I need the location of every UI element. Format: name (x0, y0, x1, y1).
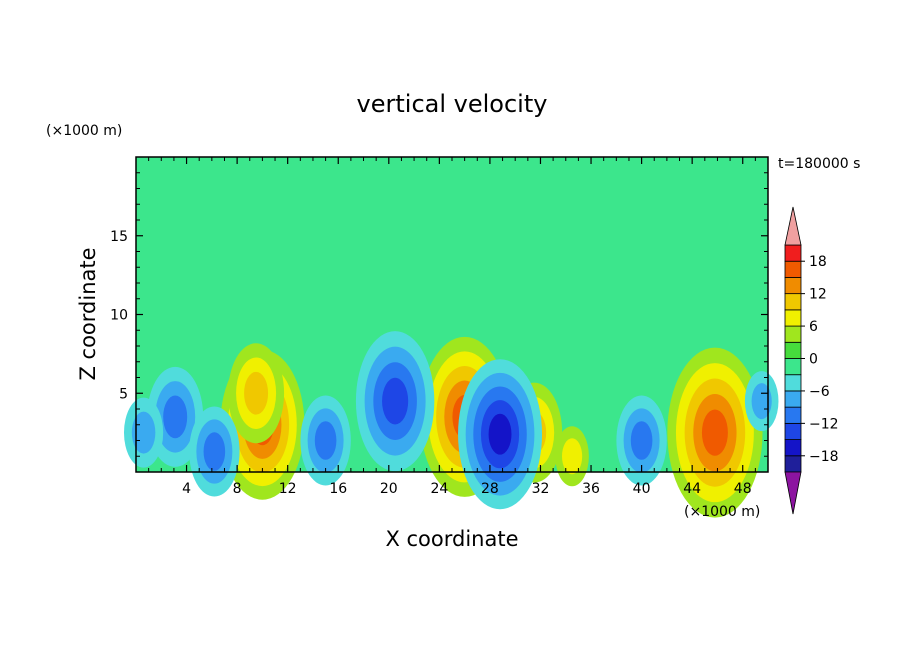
x-tick-label: 24 (430, 481, 448, 497)
colorbar-label: −12 (809, 416, 839, 432)
colorbar-swatch (784, 341, 802, 359)
contour-band (131, 411, 156, 454)
x-tick-label: 28 (481, 481, 499, 497)
colorbar-swatch (784, 390, 802, 408)
downdraft-cell-11 (189, 406, 240, 497)
time-label: t=180000 s (778, 156, 860, 172)
x-tick-label: 8 (233, 481, 242, 497)
colorbar-swatch (784, 244, 802, 262)
y-unit-label: (×1000 m) (46, 123, 122, 139)
colorbar-swatch (784, 277, 802, 295)
contour-band (562, 438, 583, 475)
contour-band (751, 383, 772, 420)
colorbar-label: 0 (809, 352, 818, 368)
downdraft-cell-6 (355, 331, 435, 472)
colorbar-swatch (784, 260, 802, 278)
velocity-field (123, 331, 779, 518)
contour-band (488, 413, 512, 455)
updraft-cell-5 (555, 426, 589, 487)
colorbar-swatch (784, 374, 802, 392)
colorbar-swatch (784, 439, 802, 457)
colorbar: −18 −12 −6 0 6 12 18 (784, 206, 839, 515)
colorbar-label: 6 (809, 319, 818, 335)
colorbar-over-arrow (784, 206, 802, 246)
y-axis-label: Z coordinate (76, 247, 100, 380)
y-axis-ticks: 5 10 15 (110, 172, 768, 457)
x-tick-label: 44 (683, 481, 701, 497)
downdraft-cell-7 (458, 359, 543, 510)
contour-band (630, 421, 653, 460)
colorbar-under-arrow (784, 471, 802, 515)
y-tick-label: 15 (110, 229, 128, 245)
contour-band (203, 432, 226, 471)
x-tick-label: 20 (380, 481, 398, 497)
updraft-cell-3 (667, 347, 763, 518)
downdraft-cell-10 (616, 395, 667, 486)
colorbar-swatch (784, 455, 802, 473)
updraft-cell-1 (228, 343, 285, 444)
contour-band (314, 421, 337, 460)
x-tick-label: 4 (182, 481, 191, 497)
y-tick-label: 10 (110, 308, 128, 324)
colorbar-label: −6 (809, 384, 830, 400)
x-tick-label: 36 (582, 481, 600, 497)
x-tick-label: 40 (633, 481, 651, 497)
colorbar-label: 18 (809, 254, 827, 270)
colorbar-swatch (784, 325, 802, 343)
colorbar-label: 12 (809, 287, 827, 303)
colorbar-swatch (784, 422, 802, 440)
x-unit-label: (×1000 m) (684, 504, 760, 520)
colorbar-swatch (784, 293, 802, 311)
downdraft-cell-9 (300, 395, 351, 486)
contour-band (382, 377, 409, 425)
x-tick-label: 32 (532, 481, 550, 497)
x-axis-label: X coordinate (385, 527, 518, 551)
x-tick-label: 16 (329, 481, 347, 497)
colorbar-swatch (784, 358, 802, 376)
contour-band (163, 395, 188, 439)
colorbar-swatch (784, 309, 802, 327)
contour-band (701, 409, 728, 456)
downdraft-cell-12 (123, 397, 164, 468)
colorbar-swatch (784, 406, 802, 424)
x-tick-label: 12 (279, 481, 297, 497)
x-tick-label: 48 (734, 481, 752, 497)
contour-band (244, 371, 269, 415)
y-tick-label: 5 (119, 386, 128, 402)
downdraft-cell-13 (744, 371, 779, 432)
chart-title: vertical velocity (357, 90, 548, 118)
x-axis-ticks: 4 8 12 16 20 24 28 32 36 40 44 48 (148, 157, 756, 497)
colorbar-label: −18 (809, 449, 839, 465)
